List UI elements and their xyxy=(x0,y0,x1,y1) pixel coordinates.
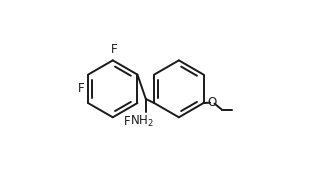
Text: F: F xyxy=(111,43,118,56)
Text: F: F xyxy=(78,82,84,95)
Text: O: O xyxy=(208,96,217,109)
Text: F: F xyxy=(124,115,130,128)
Text: NH$_2$: NH$_2$ xyxy=(130,114,154,129)
